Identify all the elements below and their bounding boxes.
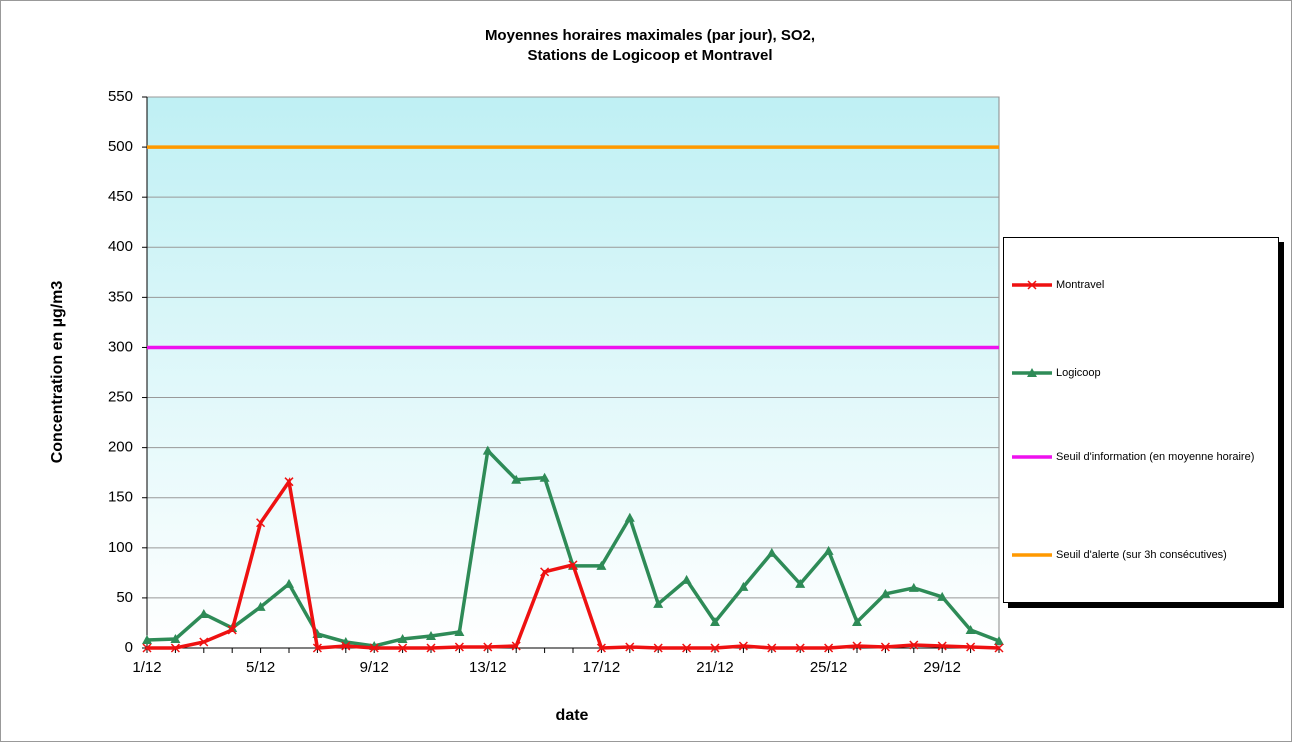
marker xyxy=(852,616,862,626)
marker xyxy=(142,643,152,653)
legend-label: Logicoop xyxy=(1056,367,1101,379)
y-tick-label: 300 xyxy=(108,338,133,355)
marker xyxy=(426,643,436,653)
legend-item: Seuil d'alerte (sur 3h consécutives) xyxy=(1010,548,1275,562)
legend-label: Seuil d'information (en moyenne horaire) xyxy=(1056,451,1255,463)
x-tick-label: 29/12 xyxy=(923,659,961,676)
marker xyxy=(454,626,465,636)
marker xyxy=(994,643,1004,653)
marker xyxy=(681,574,692,584)
marker xyxy=(397,633,408,643)
x-tick-label: 17/12 xyxy=(583,659,621,676)
legend-label: Seuil d'alerte (sur 3h consécutives) xyxy=(1056,549,1227,561)
marker xyxy=(483,642,493,652)
marker xyxy=(568,560,578,570)
marker xyxy=(255,601,266,611)
y-tick-label: 150 xyxy=(108,489,133,506)
marker xyxy=(540,567,550,577)
legend-item: Seuil d'information (en moyenne horaire) xyxy=(1010,450,1275,464)
marker xyxy=(170,633,181,643)
legend: Montravel Logicoop Seuil d'information (en… xyxy=(1003,237,1279,603)
chart-title: Stations de Logicoop et Montravel xyxy=(527,47,772,64)
legend-swatch xyxy=(1012,553,1052,557)
y-tick-label: 200 xyxy=(108,439,133,456)
chart-title: Moyennes horaires maximales (par jour), … xyxy=(485,27,815,44)
y-tick-label: 500 xyxy=(108,138,133,155)
marker xyxy=(824,643,834,653)
y-tick-label: 100 xyxy=(108,539,133,556)
x-tick-label: 5/12 xyxy=(246,659,275,676)
marker xyxy=(625,642,635,652)
x-tick-label: 25/12 xyxy=(810,659,848,676)
legend-swatch xyxy=(1012,280,1052,290)
marker xyxy=(454,642,464,652)
marker xyxy=(596,643,606,653)
x-tick-label: 21/12 xyxy=(696,659,734,676)
marker xyxy=(767,643,777,653)
marker xyxy=(766,547,777,557)
marker xyxy=(852,641,862,651)
marker xyxy=(199,637,209,647)
marker xyxy=(738,581,749,591)
marker xyxy=(426,630,436,640)
marker xyxy=(710,616,720,626)
legend-swatch xyxy=(1012,455,1052,459)
marker xyxy=(908,582,919,592)
marker xyxy=(880,588,891,598)
marker xyxy=(624,512,635,522)
marker xyxy=(312,643,322,653)
marker xyxy=(937,641,947,651)
y-tick-label: 350 xyxy=(108,288,133,305)
marker xyxy=(795,578,806,588)
marker xyxy=(142,634,152,644)
y-tick-label: 250 xyxy=(108,389,133,406)
marker xyxy=(823,545,834,555)
marker xyxy=(227,625,237,635)
marker xyxy=(284,477,294,487)
marker xyxy=(653,643,663,653)
marker xyxy=(398,643,408,653)
marker xyxy=(965,624,976,634)
y-tick-label: 550 xyxy=(108,88,133,105)
marker xyxy=(198,608,209,618)
marker xyxy=(710,643,720,653)
y-axis-label: Concentration en µg/m3 xyxy=(49,281,66,464)
marker xyxy=(369,643,379,653)
legend-item: Logicoop xyxy=(1010,366,1275,380)
marker xyxy=(256,518,266,528)
marker xyxy=(653,598,664,608)
marker xyxy=(966,642,976,652)
y-tick-label: 400 xyxy=(108,238,133,255)
marker xyxy=(482,445,493,455)
y-tick-label: 50 xyxy=(116,589,133,606)
marker xyxy=(1027,280,1037,290)
x-tick-label: 1/12 xyxy=(132,659,161,676)
marker xyxy=(994,635,1004,645)
legend-item: Montravel xyxy=(1010,278,1275,292)
marker xyxy=(341,641,351,651)
marker xyxy=(284,578,294,588)
marker xyxy=(511,641,521,651)
marker xyxy=(511,474,522,484)
x-axis-label: date xyxy=(556,707,589,724)
marker xyxy=(909,640,919,650)
marker xyxy=(738,641,748,651)
plot-area xyxy=(146,96,1000,649)
marker xyxy=(795,643,805,653)
legend-swatch xyxy=(1012,368,1052,377)
marker xyxy=(937,591,948,601)
y-tick-label: 0 xyxy=(125,639,133,656)
marker xyxy=(682,643,692,653)
marker xyxy=(596,560,607,570)
x-tick-label: 13/12 xyxy=(469,659,507,676)
marker xyxy=(539,472,550,482)
y-tick-label: 450 xyxy=(108,188,133,205)
marker xyxy=(170,643,180,653)
x-tick-label: 9/12 xyxy=(360,659,389,676)
marker xyxy=(1027,368,1037,377)
legend-label: Montravel xyxy=(1056,279,1105,291)
marker xyxy=(880,642,890,652)
